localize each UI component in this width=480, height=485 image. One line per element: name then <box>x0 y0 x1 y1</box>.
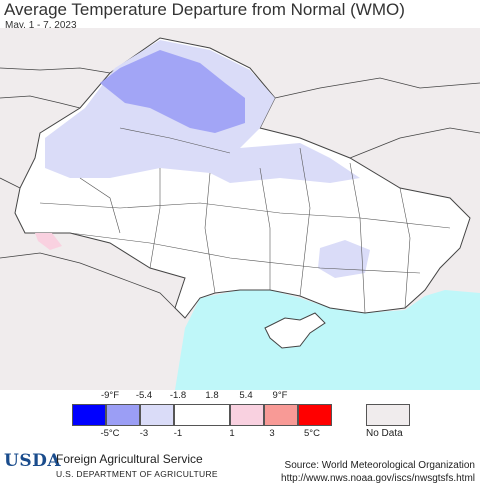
map-title: Average Temperature Departure from Norma… <box>4 0 405 19</box>
legend-c-tick-3: -1 <box>173 428 183 439</box>
country-borders <box>0 67 480 309</box>
anomaly-warm-west <box>35 233 62 250</box>
temperature-map <box>0 28 480 390</box>
legend-swatch-3 <box>140 404 174 426</box>
legend-swatch-4 <box>174 404 230 426</box>
legend-c-tick-4: 1 <box>229 428 235 439</box>
legend-swatch-5 <box>230 404 264 426</box>
legend-c-tick-2: -3 <box>139 428 149 439</box>
agency-name: Foreign Agricultural Service <box>56 452 203 466</box>
source-credit: Source: World Meteorological Organizatio… <box>284 460 475 471</box>
sea-area <box>175 290 480 390</box>
legend-f-tick-4: 1.8 <box>205 390 219 401</box>
legend-no-data-swatch <box>366 404 410 426</box>
legend-swatch-1 <box>72 404 106 426</box>
legend-swatch-7 <box>298 404 332 426</box>
legend-f-tick-6: 9°F <box>272 390 288 401</box>
oblast-borders <box>39 127 451 314</box>
legend-f-tick-1: -9°F <box>100 390 120 401</box>
legend-c-tick-5: 3 <box>269 428 275 439</box>
legend-f-tick-3: -1.8 <box>169 390 187 401</box>
legend-f-tick-2: -5.4 <box>135 390 153 401</box>
legend-c-tick-6: 5°C <box>304 428 320 439</box>
legend-c-tick-1: -5°C <box>100 428 120 439</box>
legend-swatch-6 <box>264 404 298 426</box>
legend-swatch-2 <box>106 404 140 426</box>
crimea <box>264 312 326 349</box>
date-range: May. 1 - 7, 2023 <box>5 20 77 31</box>
source-url[interactable]: http://www.nws.noaa.gov/iscs/nwsgtsfs.ht… <box>281 473 475 484</box>
legend-f-tick-5: 5.4 <box>239 390 253 401</box>
anomaly-cool-medium <box>100 50 245 133</box>
department-name: U.S. DEPARTMENT OF AGRICULTURE <box>56 469 218 479</box>
usda-logo: USDA <box>4 451 62 471</box>
legend-no-data-label: No Data <box>366 428 403 439</box>
